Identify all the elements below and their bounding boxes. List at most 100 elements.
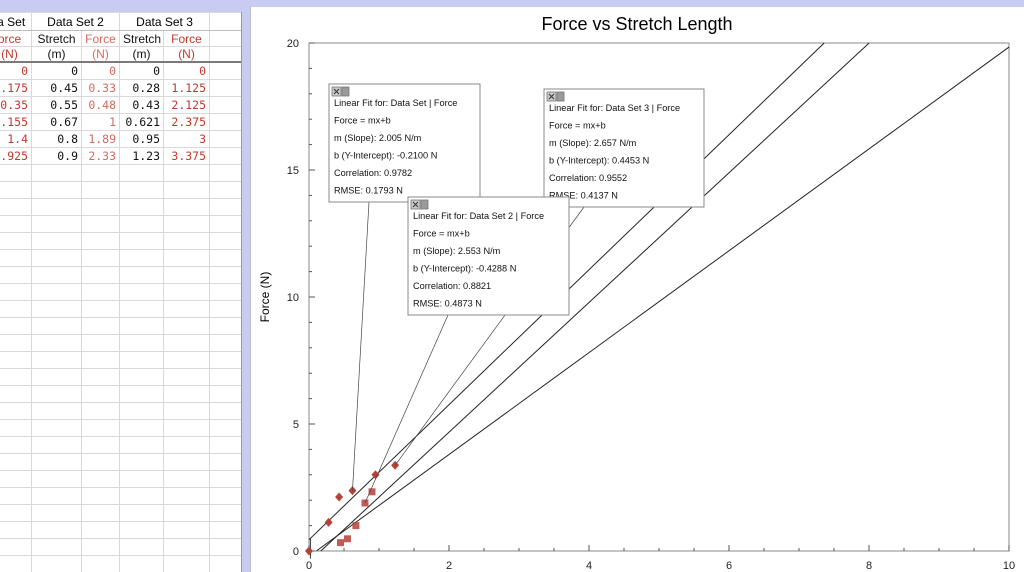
table-cell[interactable]: 0	[80, 61, 121, 80]
table-cell[interactable]	[31, 215, 82, 233]
table-cell[interactable]	[0, 249, 32, 267]
table-cell[interactable]: 0.33	[80, 79, 121, 97]
table-cell[interactable]: 0.28	[119, 79, 165, 97]
table-cell[interactable]	[119, 300, 165, 318]
table-cell[interactable]	[209, 96, 241, 114]
table-cell[interactable]	[209, 334, 241, 352]
table-cell[interactable]	[0, 385, 32, 403]
table-cell[interactable]	[0, 300, 32, 318]
table-cell[interactable]	[119, 181, 165, 199]
table-cell[interactable]: 0.95	[119, 130, 165, 148]
table-cell[interactable]	[0, 555, 32, 572]
table-cell[interactable]	[31, 283, 82, 301]
table-cell[interactable]	[119, 164, 165, 182]
table-cell[interactable]	[0, 232, 32, 250]
table-cell[interactable]: .155	[0, 113, 32, 131]
table-cell[interactable]	[0, 487, 32, 505]
table-cell[interactable]	[163, 419, 211, 437]
table-cell[interactable]: 0	[0, 61, 32, 80]
table-cell[interactable]	[163, 402, 211, 420]
table-cell[interactable]: 2.375	[163, 113, 211, 131]
table-cell[interactable]	[0, 504, 32, 522]
table-cell[interactable]	[119, 419, 165, 437]
table-cell[interactable]	[163, 266, 211, 284]
table-cell[interactable]	[31, 419, 82, 437]
table-cell[interactable]: 2.33	[80, 147, 121, 165]
table-cell[interactable]	[119, 232, 165, 250]
graph-pane[interactable]: Force vs Stretch Length Force (N) 0 5 10 15…	[250, 7, 1024, 572]
table-cell[interactable]	[80, 538, 121, 556]
table-cell[interactable]: 0	[31, 61, 82, 80]
table-cell[interactable]: 0	[163, 61, 211, 80]
table-cell[interactable]	[0, 351, 32, 369]
table-cell[interactable]	[0, 283, 32, 301]
table-cell[interactable]: 1.4	[0, 130, 32, 148]
table-cell[interactable]	[209, 164, 241, 182]
table-cell[interactable]	[119, 351, 165, 369]
table-cell[interactable]	[209, 368, 241, 386]
table-cell[interactable]	[80, 453, 121, 471]
table-cell[interactable]: 3.375	[163, 147, 211, 165]
table-cell[interactable]	[0, 436, 32, 454]
table-cell[interactable]	[209, 470, 241, 488]
table-cell[interactable]	[163, 521, 211, 539]
table-cell[interactable]	[80, 232, 121, 250]
table-cell[interactable]: 0.67	[31, 113, 82, 131]
table-cell[interactable]	[209, 351, 241, 369]
table-cell[interactable]	[119, 317, 165, 335]
table-cell[interactable]	[209, 521, 241, 539]
table-cell[interactable]	[0, 453, 32, 471]
data-table-pane[interactable]: ta Set Data Set 2 Data Set 3 orce Stretc…	[0, 12, 242, 572]
table-cell[interactable]: 0.621	[119, 113, 165, 131]
table-cell[interactable]	[80, 504, 121, 522]
table-cell[interactable]	[163, 249, 211, 267]
table-cell[interactable]: 1.23	[119, 147, 165, 165]
table-cell[interactable]: .175	[0, 79, 32, 97]
table-cell[interactable]	[163, 436, 211, 454]
table-cell[interactable]	[0, 215, 32, 233]
table-cell[interactable]	[163, 215, 211, 233]
table-cell[interactable]: .925	[0, 147, 32, 165]
table-cell[interactable]	[209, 504, 241, 522]
table-cell[interactable]	[119, 436, 165, 454]
table-cell[interactable]	[119, 249, 165, 267]
table-cell[interactable]	[80, 385, 121, 403]
table-cell[interactable]	[163, 385, 211, 403]
table-cell[interactable]	[119, 215, 165, 233]
table-cell[interactable]	[31, 436, 82, 454]
table-cell[interactable]	[0, 181, 32, 199]
table-cell[interactable]	[163, 368, 211, 386]
table-cell[interactable]	[163, 317, 211, 335]
table-cell[interactable]	[80, 521, 121, 539]
options-icon[interactable]	[420, 199, 429, 210]
table-cell[interactable]	[163, 198, 211, 216]
table-cell[interactable]	[31, 470, 82, 488]
column-header-force-2[interactable]: Force	[80, 30, 121, 47]
table-cell[interactable]	[209, 61, 241, 80]
table-cell[interactable]	[209, 402, 241, 420]
table-cell[interactable]	[80, 334, 121, 352]
table-cell[interactable]	[0, 317, 32, 335]
table-cell[interactable]	[80, 555, 121, 572]
table-cell[interactable]: 0.35	[0, 96, 32, 114]
column-header-stretch-2[interactable]: Stretch	[31, 30, 82, 47]
table-cell[interactable]	[0, 164, 32, 182]
table-cell[interactable]	[80, 317, 121, 335]
table-cell[interactable]	[119, 402, 165, 420]
table-cell[interactable]	[31, 164, 82, 182]
table-cell[interactable]	[80, 402, 121, 420]
table-cell[interactable]	[80, 164, 121, 182]
table-cell[interactable]	[163, 504, 211, 522]
table-cell[interactable]	[31, 351, 82, 369]
dataset-header-2[interactable]: Data Set 2	[30, 12, 121, 31]
table-cell[interactable]	[163, 334, 211, 352]
table-cell[interactable]	[209, 181, 241, 199]
table-cell[interactable]: 1.89	[80, 130, 121, 148]
table-cell[interactable]	[0, 470, 32, 488]
table-cell[interactable]	[209, 130, 241, 148]
table-cell[interactable]	[31, 232, 82, 250]
table-cell[interactable]	[209, 266, 241, 284]
table-cell[interactable]	[31, 266, 82, 284]
table-cell[interactable]	[31, 317, 82, 335]
table-cell[interactable]: 0.45	[31, 79, 82, 97]
